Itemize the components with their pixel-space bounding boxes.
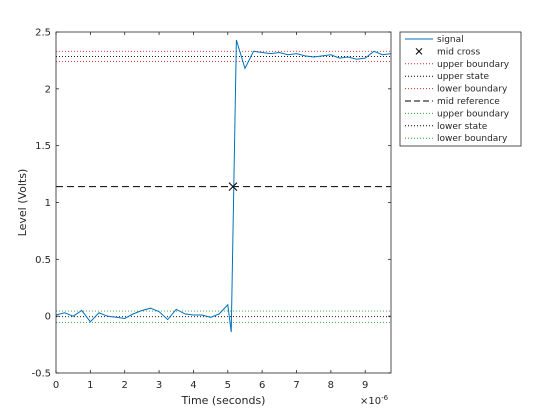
x-tick-label: 6 <box>259 380 265 391</box>
legend-label: upper boundary <box>437 60 510 70</box>
legend-label: lower state <box>437 122 488 132</box>
plot-area <box>56 32 391 373</box>
legend-item: upper state <box>405 72 489 82</box>
x-exponent-power: -6 <box>381 394 389 402</box>
x-tick-label: 7 <box>293 380 299 391</box>
legend-item: lower state <box>405 122 488 132</box>
legend-item: upper boundary <box>405 109 510 119</box>
legend: signal mid cross upper boundary upper state… <box>399 31 522 147</box>
x-tick-label: 5 <box>225 380 231 391</box>
legend-label: signal <box>437 35 464 45</box>
y-tick-label: 0 <box>45 312 51 323</box>
x-exponent-base: ×10 <box>360 396 381 407</box>
y-tick-label: 2 <box>45 84 51 95</box>
legend-swatch <box>415 48 423 55</box>
legend-item: mid cross <box>415 47 480 57</box>
y-axis: -0.5 0 0.5 1 1.5 2 2.5 <box>31 28 391 380</box>
y-tick-label: -0.5 <box>31 369 51 380</box>
x-tick-label: 9 <box>362 380 368 391</box>
legend-item: signal <box>405 35 464 45</box>
y-axis-label: Level (Volts) <box>16 169 29 237</box>
y-tick-label: 0.5 <box>35 255 51 266</box>
x-tick-label: 8 <box>328 380 334 391</box>
legend-item: lower boundary <box>405 134 508 144</box>
legend-label: upper state <box>437 72 489 82</box>
x-axis-label: Time (seconds) <box>181 394 266 407</box>
legend-label: upper boundary <box>437 109 510 119</box>
x-tick-label: 2 <box>122 380 128 391</box>
legend-item: mid reference <box>405 97 500 107</box>
series-line-signal <box>55 39 392 333</box>
legend-item: upper boundary <box>405 60 510 70</box>
y-tick-label: 1 <box>45 198 51 209</box>
plot-content <box>55 39 392 333</box>
legend-item: lower boundary <box>405 85 508 95</box>
x-tick-label: 1 <box>87 380 93 391</box>
legend-label: mid reference <box>437 97 500 107</box>
x-axis: 0 1 2 3 4 5 6 7 8 9 <box>53 32 368 391</box>
x-exponent-label: ×10-6 <box>360 394 389 407</box>
legend-label: mid cross <box>437 47 480 57</box>
y-tick-label: 1.5 <box>35 141 51 152</box>
x-tick-label: 4 <box>190 380 196 391</box>
legend-label: lower boundary <box>437 134 508 144</box>
x-tick-label: 0 <box>53 380 59 391</box>
y-tick-label: 2.5 <box>35 28 51 39</box>
marker-mid-cross <box>228 182 238 191</box>
x-tick-label: 3 <box>156 380 162 391</box>
legend-label: lower boundary <box>437 85 508 95</box>
